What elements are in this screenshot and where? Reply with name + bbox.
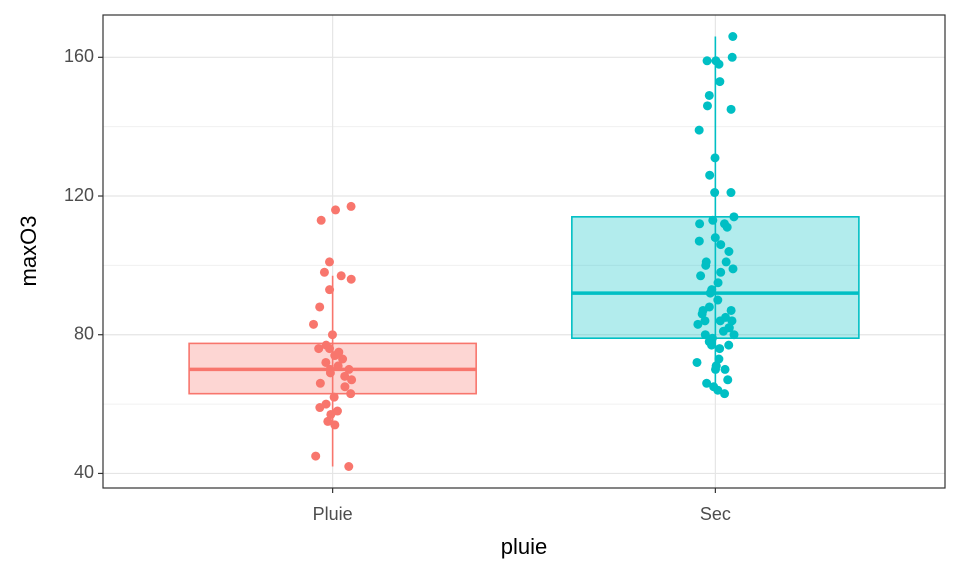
point <box>340 382 350 392</box>
point <box>704 90 714 100</box>
y-tick-label: 40 <box>74 462 94 482</box>
y-tick-label: 120 <box>64 185 94 205</box>
point <box>327 330 337 340</box>
point <box>315 378 325 388</box>
point <box>311 451 321 461</box>
point <box>309 319 319 329</box>
point <box>714 354 724 364</box>
point <box>316 215 326 225</box>
point <box>326 409 336 419</box>
point <box>324 257 334 267</box>
point <box>724 340 734 350</box>
point <box>711 56 721 66</box>
point <box>694 125 704 135</box>
point <box>696 271 706 281</box>
point <box>729 330 739 340</box>
panel-background <box>103 15 945 488</box>
panel-border <box>102 14 946 489</box>
point <box>707 285 717 295</box>
y-tick-label: 80 <box>74 323 94 343</box>
point <box>344 364 354 374</box>
point <box>710 233 720 243</box>
point <box>700 330 710 340</box>
x-axis-title: pluie <box>501 534 547 559</box>
point <box>716 267 726 277</box>
point <box>321 340 331 350</box>
point <box>729 212 739 222</box>
point <box>346 201 356 211</box>
point <box>726 104 736 114</box>
point <box>694 236 704 246</box>
x-tick-label: Pluie <box>313 504 353 524</box>
point <box>707 333 717 343</box>
point <box>338 354 348 364</box>
point <box>332 406 342 416</box>
point <box>695 219 705 229</box>
point <box>702 56 712 66</box>
point <box>336 271 346 281</box>
point <box>702 378 712 388</box>
point <box>715 77 725 87</box>
point <box>716 240 726 250</box>
point <box>692 357 702 367</box>
point <box>715 344 725 354</box>
point <box>700 316 710 326</box>
point <box>346 389 356 399</box>
point <box>723 375 733 385</box>
point <box>710 153 720 163</box>
point <box>720 364 730 374</box>
point <box>719 219 729 229</box>
point <box>325 285 335 295</box>
y-axis-title: maxO3 <box>16 216 41 287</box>
point <box>708 215 718 225</box>
point <box>344 462 354 471</box>
point <box>333 361 343 371</box>
point <box>347 375 357 385</box>
point <box>727 52 737 62</box>
point <box>702 101 712 111</box>
point <box>704 302 714 312</box>
point <box>325 364 335 374</box>
point <box>321 357 331 367</box>
point <box>340 371 350 381</box>
point <box>720 389 730 399</box>
point <box>710 188 720 198</box>
point <box>701 257 711 267</box>
point <box>321 399 331 409</box>
y-tick-label: 160 <box>64 46 94 66</box>
point <box>721 257 731 267</box>
point <box>319 267 329 277</box>
point <box>726 188 736 198</box>
point <box>334 347 344 357</box>
point <box>329 392 339 402</box>
point <box>693 319 703 329</box>
point <box>724 247 734 256</box>
point <box>315 302 325 312</box>
point <box>330 420 340 430</box>
point <box>711 361 721 371</box>
point <box>726 305 736 315</box>
point <box>713 278 723 288</box>
x-tick-label: Sec <box>700 504 731 524</box>
point <box>331 205 341 215</box>
point <box>346 274 356 284</box>
point <box>724 323 734 333</box>
point <box>728 264 738 274</box>
point <box>323 416 333 426</box>
point <box>705 170 715 180</box>
point <box>721 312 731 322</box>
point <box>728 32 738 41</box>
point <box>709 382 719 392</box>
point <box>314 344 324 354</box>
point <box>713 295 723 305</box>
